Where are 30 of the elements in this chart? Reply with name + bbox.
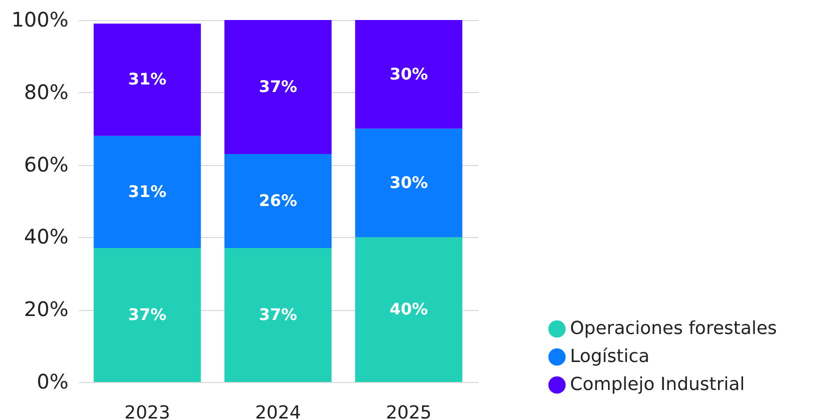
x-tick-label: 2023	[124, 402, 170, 420]
y-tick-label: 100%	[11, 8, 68, 32]
legend-label: Logística	[570, 346, 650, 367]
data-label: 30%	[390, 172, 428, 192]
data-label: 37%	[258, 76, 298, 96]
data-label: 31%	[128, 70, 166, 89]
data-label: 26%	[258, 191, 298, 210]
bar	[94, 136, 201, 248]
bar	[355, 20, 462, 129]
x-tick-label: 2024	[255, 402, 301, 420]
y-tick-label: 80%	[24, 80, 68, 104]
bar	[224, 20, 332, 154]
data-label: 40%	[390, 300, 428, 319]
y-tick-label: 0%	[36, 370, 68, 394]
data-label: 31%	[128, 182, 166, 201]
legend-label: Complejo Industrial	[570, 374, 745, 395]
bar	[224, 154, 332, 248]
y-tick-label: 40%	[24, 224, 68, 249]
legend-label: Operaciones forestales	[570, 318, 777, 339]
bar	[355, 237, 462, 382]
data-label: 30%	[390, 64, 428, 84]
bar	[355, 128, 462, 238]
bar	[224, 248, 332, 382]
bar	[94, 24, 201, 136]
y-tick-label: 60%	[24, 152, 68, 176]
data-label: 37%	[128, 305, 166, 324]
y-tick-label: 20%	[24, 297, 68, 322]
data-label: 37%	[258, 305, 298, 324]
bar	[94, 248, 201, 382]
x-tick-label: 2025	[386, 402, 432, 420]
